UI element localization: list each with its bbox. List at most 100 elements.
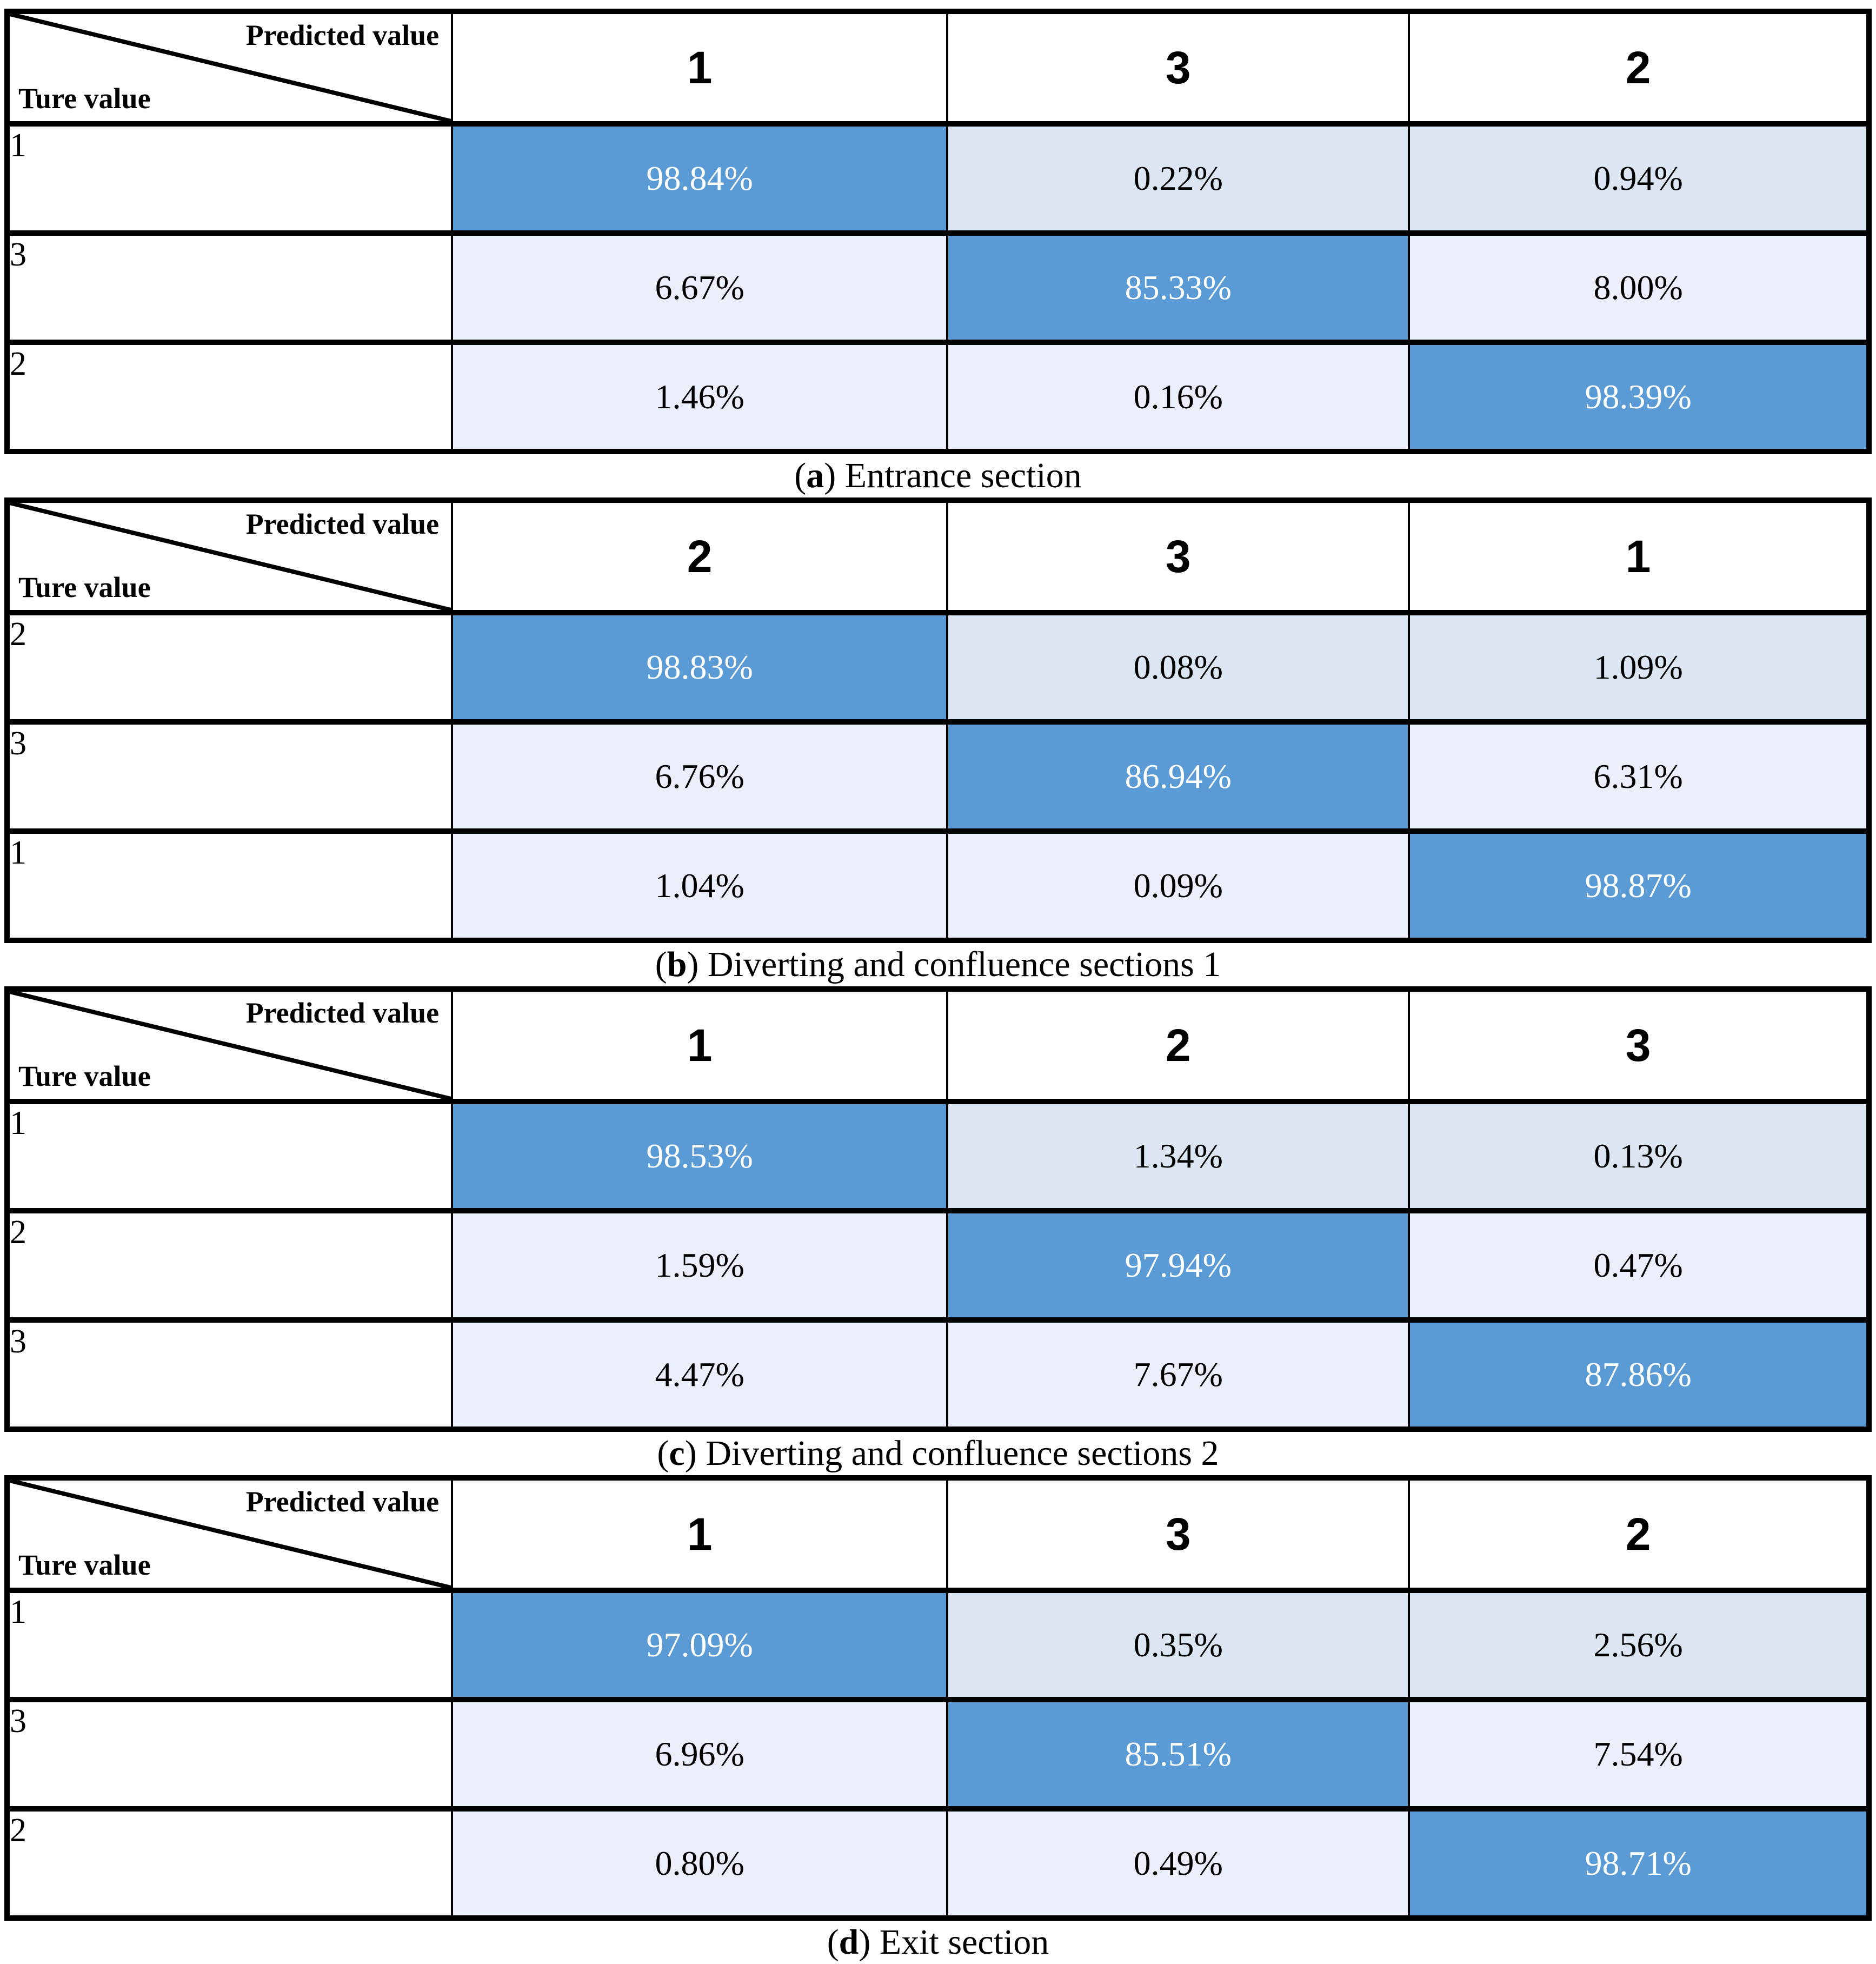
confusion-matrix-block-c: Predicted value Ture value 1 2 3 1 98.53%…: [4, 986, 1872, 1475]
predicted-column-header: 2: [1408, 1475, 1870, 1593]
predicted-column-header: 1: [451, 986, 949, 1104]
matrix-row: 3 6.76% 86.94% 6.31%: [5, 719, 1870, 834]
caption-text: Exit section: [879, 1922, 1049, 1962]
offdiagonal-cell: 1.34%: [946, 1099, 1411, 1213]
corner-header-cell: Predicted value Ture value: [5, 497, 454, 615]
predicted-value-label: Predicted value: [245, 1485, 440, 1518]
caption-letter: c: [669, 1434, 685, 1473]
predicted-column-header: 2: [451, 497, 949, 615]
header-row: Predicted value Ture value 2 3 1: [5, 497, 1870, 615]
predicted-column-header: 3: [946, 1475, 1411, 1593]
confusion-matrix-table-d: Predicted value Ture value 1 3 2 1 97.09%…: [4, 1475, 1872, 1921]
predicted-column-header: 1: [451, 9, 949, 127]
diagonal-cell: 87.86%: [1408, 1317, 1870, 1432]
confusion-matrix-table-c: Predicted value Ture value 1 2 3 1 98.53%…: [4, 986, 1872, 1432]
diagonal-cell: 98.83%: [451, 610, 949, 725]
offdiagonal-cell: 6.31%: [1408, 719, 1870, 834]
true-value-row-label: 2: [5, 1806, 454, 1921]
caption-text: Diverting and confluence sections 1: [707, 945, 1221, 984]
true-value-row-label: 2: [5, 610, 454, 725]
offdiagonal-cell: 7.54%: [1408, 1697, 1870, 1812]
predicted-value-label: Predicted value: [245, 508, 440, 540]
confusion-matrix-block-d: Predicted value Ture value 1 3 2 1 97.09%…: [4, 1475, 1872, 1964]
true-value-row-label: 1: [5, 1588, 454, 1702]
offdiagonal-cell: 7.67%: [946, 1317, 1411, 1432]
corner-header-cell: Predicted value Ture value: [5, 1475, 454, 1593]
true-value-row-label: 1: [5, 1099, 454, 1213]
offdiagonal-cell: 0.47%: [1408, 1208, 1870, 1323]
true-value-label: Ture value: [18, 82, 151, 115]
offdiagonal-cell: 0.35%: [946, 1588, 1411, 1702]
table-caption: (a) Entrance section: [794, 456, 1082, 495]
matrix-row: 1 98.84% 0.22% 0.94%: [5, 121, 1870, 236]
predicted-value-label: Predicted value: [245, 19, 440, 51]
table-caption: (d) Exit section: [827, 1922, 1049, 1962]
caption-text: Entrance section: [844, 456, 1082, 495]
matrix-row: 1 97.09% 0.35% 2.56%: [5, 1588, 1870, 1702]
matrix-row: 2 1.46% 0.16% 98.39%: [5, 340, 1870, 454]
diagonal-cell: 86.94%: [946, 719, 1411, 834]
offdiagonal-cell: 1.04%: [451, 828, 949, 943]
diagonal-cell: 85.33%: [946, 230, 1411, 345]
offdiagonal-cell: 0.49%: [946, 1806, 1411, 1921]
diagonal-cell: 98.87%: [1408, 828, 1870, 943]
offdiagonal-cell: 0.94%: [1408, 121, 1870, 236]
predicted-column-header: 2: [1408, 9, 1870, 127]
true-value-label: Ture value: [18, 570, 151, 603]
offdiagonal-cell: 1.09%: [1408, 610, 1870, 725]
offdiagonal-cell: 0.08%: [946, 610, 1411, 725]
offdiagonal-cell: 1.46%: [451, 340, 949, 454]
true-value-row-label: 3: [5, 230, 454, 345]
true-value-row-label: 1: [5, 828, 454, 943]
header-row: Predicted value Ture value 1 3 2: [5, 1475, 1870, 1593]
diagonal-divider-line: [11, 17, 449, 118]
true-value-label: Ture value: [18, 1548, 151, 1581]
offdiagonal-cell: 8.00%: [1408, 230, 1870, 345]
matrix-row: 3 6.96% 85.51% 7.54%: [5, 1697, 1870, 1812]
offdiagonal-cell: 0.22%: [946, 121, 1411, 236]
caption-letter: b: [667, 945, 687, 984]
predicted-column-header: 3: [1408, 986, 1870, 1104]
matrix-row: 1 1.04% 0.09% 98.87%: [5, 828, 1870, 943]
true-value-row-label: 2: [5, 1208, 454, 1323]
caption-letter: a: [806, 456, 824, 495]
true-value-row-label: 2: [5, 340, 454, 454]
true-value-row-label: 3: [5, 719, 454, 834]
diagonal-divider-line: [11, 1483, 449, 1585]
diagonal-cell: 98.84%: [451, 121, 949, 236]
table-caption: (c) Diverting and confluence sections 2: [657, 1434, 1219, 1473]
caption-text: Diverting and confluence sections 2: [706, 1434, 1219, 1473]
corner-header-cell: Predicted value Ture value: [5, 9, 454, 127]
confusion-matrix-block-b: Predicted value Ture value 2 3 1 2 98.83%…: [4, 497, 1872, 986]
header-row: Predicted value Ture value 1 2 3: [5, 986, 1870, 1104]
header-row: Predicted value Ture value 1 3 2: [5, 9, 1870, 127]
offdiagonal-cell: 0.13%: [1408, 1099, 1870, 1213]
diagonal-cell: 98.39%: [1408, 340, 1870, 454]
caption-letter: d: [839, 1922, 859, 1962]
offdiagonal-cell: 4.47%: [451, 1317, 949, 1432]
predicted-column-header: 3: [946, 497, 1411, 615]
matrix-row: 1 98.53% 1.34% 0.13%: [5, 1099, 1870, 1213]
matrix-row: 2 1.59% 97.94% 0.47%: [5, 1208, 1870, 1323]
confusion-matrix-table-a: Predicted value Ture value 1 3 2 1 98.84%…: [4, 9, 1872, 454]
offdiagonal-cell: 0.09%: [946, 828, 1411, 943]
predicted-column-header: 1: [1408, 497, 1870, 615]
offdiagonal-cell: 0.16%: [946, 340, 1411, 454]
predicted-column-header: 3: [946, 9, 1411, 127]
matrix-row: 3 4.47% 7.67% 87.86%: [5, 1317, 1870, 1432]
offdiagonal-cell: 1.59%: [451, 1208, 949, 1323]
diagonal-cell: 98.71%: [1408, 1806, 1870, 1921]
diagonal-divider-line: [11, 506, 449, 607]
true-value-row-label: 1: [5, 121, 454, 236]
diagonal-cell: 97.94%: [946, 1208, 1411, 1323]
predicted-column-header: 1: [451, 1475, 949, 1593]
confusion-matrix-table-b: Predicted value Ture value 2 3 1 2 98.83%…: [4, 497, 1872, 943]
true-value-row-label: 3: [5, 1317, 454, 1432]
diagonal-divider-line: [11, 994, 449, 1096]
corner-header-cell: Predicted value Ture value: [5, 986, 454, 1104]
matrix-row: 2 0.80% 0.49% 98.71%: [5, 1806, 1870, 1921]
confusion-matrix-block-a: Predicted value Ture value 1 3 2 1 98.84%…: [4, 9, 1872, 497]
diagonal-cell: 85.51%: [946, 1697, 1411, 1812]
matrix-row: 3 6.67% 85.33% 8.00%: [5, 230, 1870, 345]
offdiagonal-cell: 6.96%: [451, 1697, 949, 1812]
